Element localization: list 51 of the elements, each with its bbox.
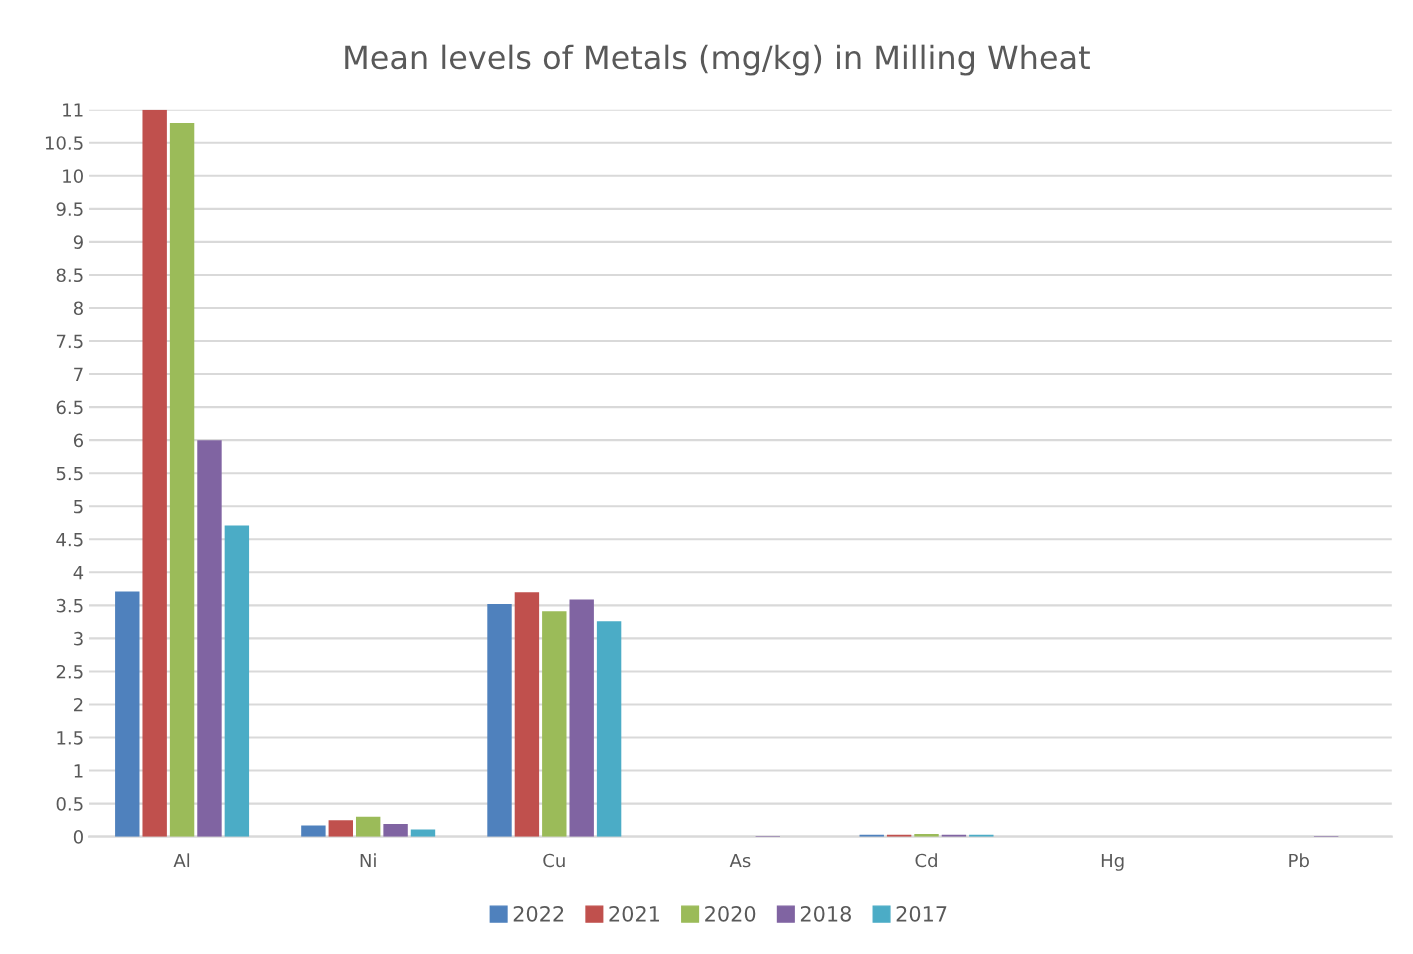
legend-label: 2021 — [609, 905, 660, 922]
y-tick-label: 1 — [74, 764, 83, 778]
y-tick-label: 2.5 — [56, 664, 83, 679]
bar — [115, 591, 140, 837]
y-tick-label: 7.5 — [56, 334, 83, 349]
y-tick-label: 11 — [63, 103, 83, 117]
y-tick-label: 3.5 — [56, 598, 83, 613]
y-tick-label: 0.5 — [56, 797, 83, 811]
bar — [383, 824, 408, 837]
y-tick-label: 1.5 — [57, 731, 83, 745]
x-tick-label: Ni — [360, 853, 376, 868]
bar — [355, 816, 381, 837]
y-tick-label: 2 — [73, 697, 83, 712]
bar — [197, 440, 222, 837]
legend-label: 2020 — [705, 905, 756, 922]
y-tick-label: 5 — [74, 499, 83, 514]
bar — [410, 829, 436, 837]
bar — [301, 825, 326, 837]
legend-label: 2022 — [513, 905, 564, 922]
y-tick-label: 0 — [73, 830, 83, 844]
y-tick-label: 7 — [74, 367, 83, 381]
y-tick-label: 10.5 — [45, 136, 83, 150]
y-tick-label: 9 — [73, 235, 83, 249]
y-tick-label: 10 — [63, 169, 83, 183]
y-tick-label: 6 — [73, 433, 84, 448]
legend-label: 2018 — [800, 905, 851, 922]
x-tick-label: Hg — [1101, 853, 1124, 871]
x-tick-label: Pb — [1289, 853, 1309, 868]
bar — [596, 621, 622, 837]
bar — [542, 611, 567, 837]
y-tick-label: 9.5 — [56, 202, 83, 216]
x-tick-label: Cd — [915, 853, 937, 868]
y-tick-label: 6.5 — [56, 400, 83, 415]
x-tick-label: Al — [173, 853, 190, 868]
bar — [142, 109, 167, 837]
bar — [514, 592, 540, 837]
bar — [569, 599, 594, 837]
chart-title: Mean levels of Metals (mg/kg) in Milling Wheat — [345, 44, 1090, 76]
y-tick-label: 4 — [73, 566, 84, 580]
x-tick-label: Cu — [543, 853, 565, 868]
bar — [328, 820, 353, 837]
y-tick-label: 4.5 — [56, 532, 83, 547]
bar — [224, 525, 250, 837]
y-tick-label: 8.5 — [56, 268, 83, 283]
y-tick-label: 3 — [74, 631, 83, 646]
y-tick-label: 8 — [73, 301, 83, 316]
bar — [169, 122, 195, 837]
legend-label: 2017 — [896, 905, 947, 922]
y-tick-label: 5.5 — [56, 466, 83, 481]
x-tick-label: As — [729, 853, 751, 868]
bar — [487, 604, 512, 837]
